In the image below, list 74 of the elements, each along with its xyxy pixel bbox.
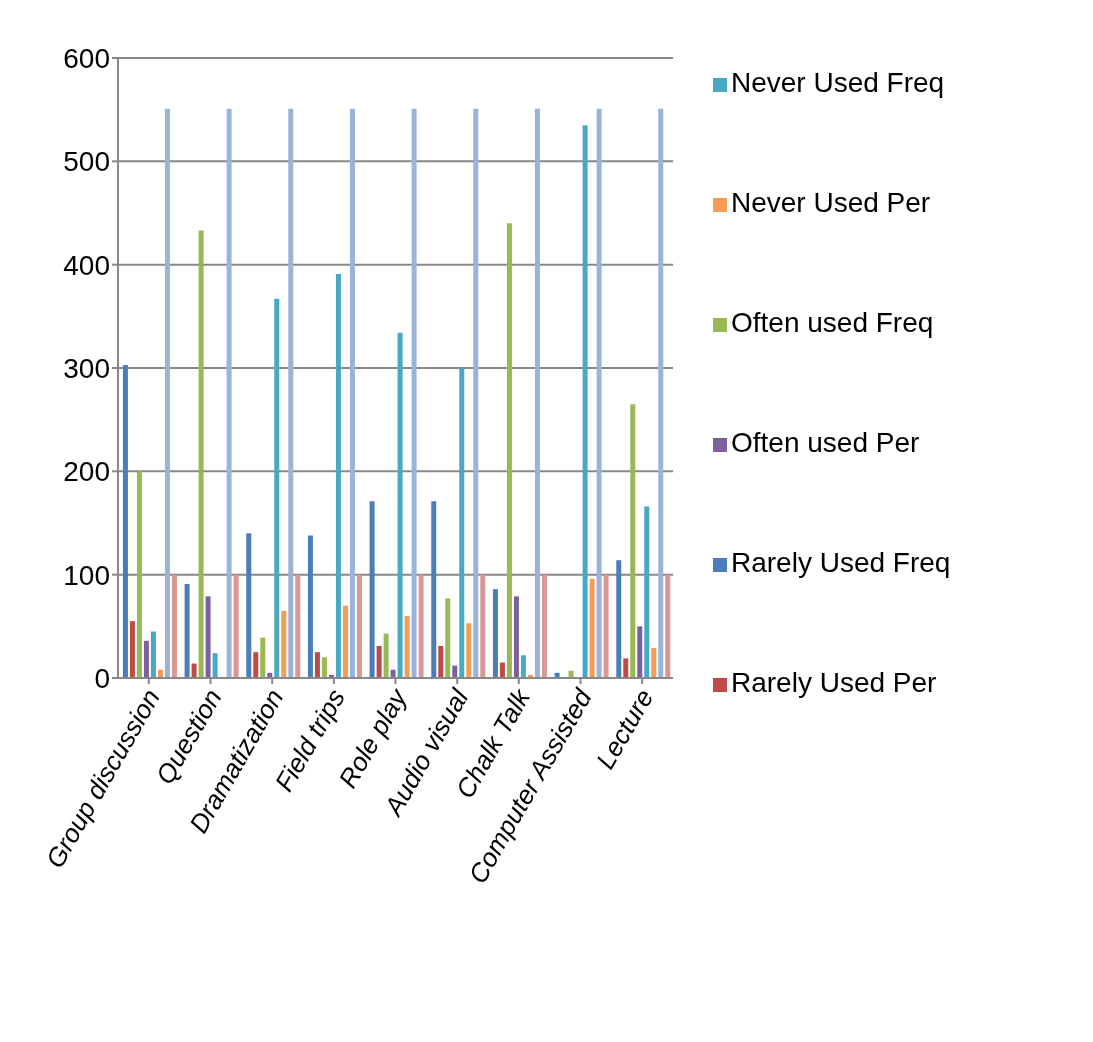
y-tick-label: 400: [63, 249, 110, 281]
bar: [513, 596, 519, 678]
bar: [541, 574, 547, 678]
bar: [534, 108, 540, 678]
bar: [637, 626, 643, 678]
bar: [431, 501, 437, 678]
bar: [342, 605, 348, 678]
bar: [651, 648, 657, 678]
bar: [369, 501, 375, 678]
bar: [480, 574, 486, 678]
bar: [281, 610, 287, 678]
bar: [307, 535, 313, 678]
bar: [418, 574, 424, 678]
bar: [198, 230, 204, 678]
bar: [499, 662, 505, 678]
bar: [253, 652, 259, 678]
bar: [404, 616, 410, 678]
bar: [184, 583, 190, 678]
bar: [397, 332, 403, 678]
y-tick-label: 300: [63, 352, 110, 384]
bar: [603, 574, 609, 678]
bar: [589, 578, 595, 678]
bar: [596, 108, 602, 678]
legend-label: Never Used Per: [731, 186, 932, 220]
bar: [459, 368, 465, 678]
y-tick-label: 600: [63, 42, 110, 74]
bar: [665, 574, 671, 678]
bar: [658, 108, 664, 678]
legend-label: Often used Freq: [731, 306, 935, 340]
bar: [314, 652, 320, 678]
bar: [492, 589, 498, 678]
bar: [644, 506, 650, 678]
bar: [136, 471, 142, 678]
bar: [164, 108, 170, 678]
legend-label: Often used Per: [731, 426, 921, 460]
legend-label: Never Used Freq: [731, 66, 946, 100]
bar: [445, 598, 451, 678]
bar: [335, 273, 341, 678]
bar: [582, 125, 588, 678]
bar: [212, 653, 218, 678]
bar: [630, 404, 636, 678]
y-tick-label: 100: [63, 559, 110, 591]
bar: [473, 108, 479, 678]
bar: [349, 108, 355, 678]
legend-label: Rarely Used Per: [731, 666, 938, 700]
bar: [623, 658, 629, 678]
bar: [150, 631, 156, 678]
bar: [295, 574, 301, 678]
bar: [356, 574, 362, 678]
bar: [520, 655, 526, 678]
bar: [616, 560, 622, 678]
bar: [233, 574, 239, 678]
bar: [383, 633, 389, 678]
y-tick-label: 200: [63, 456, 110, 488]
y-tick-label: 0: [94, 662, 110, 694]
bar: [143, 640, 149, 678]
legend-label: Rarely Used Freq: [731, 546, 952, 580]
bar: [376, 645, 382, 678]
bar: [321, 657, 327, 678]
bar: [226, 108, 232, 678]
bar: [506, 223, 512, 678]
bar: [274, 298, 280, 678]
bar: [205, 596, 211, 678]
bar: [191, 663, 197, 678]
bar: [129, 621, 135, 678]
y-tick-label: 500: [63, 146, 110, 178]
bar: [288, 108, 294, 678]
bar: [411, 108, 417, 678]
bar: [171, 574, 177, 678]
bar: [438, 645, 444, 678]
bar: [246, 533, 252, 678]
bar: [466, 623, 472, 678]
bar: [122, 364, 128, 678]
bar: [260, 637, 266, 678]
